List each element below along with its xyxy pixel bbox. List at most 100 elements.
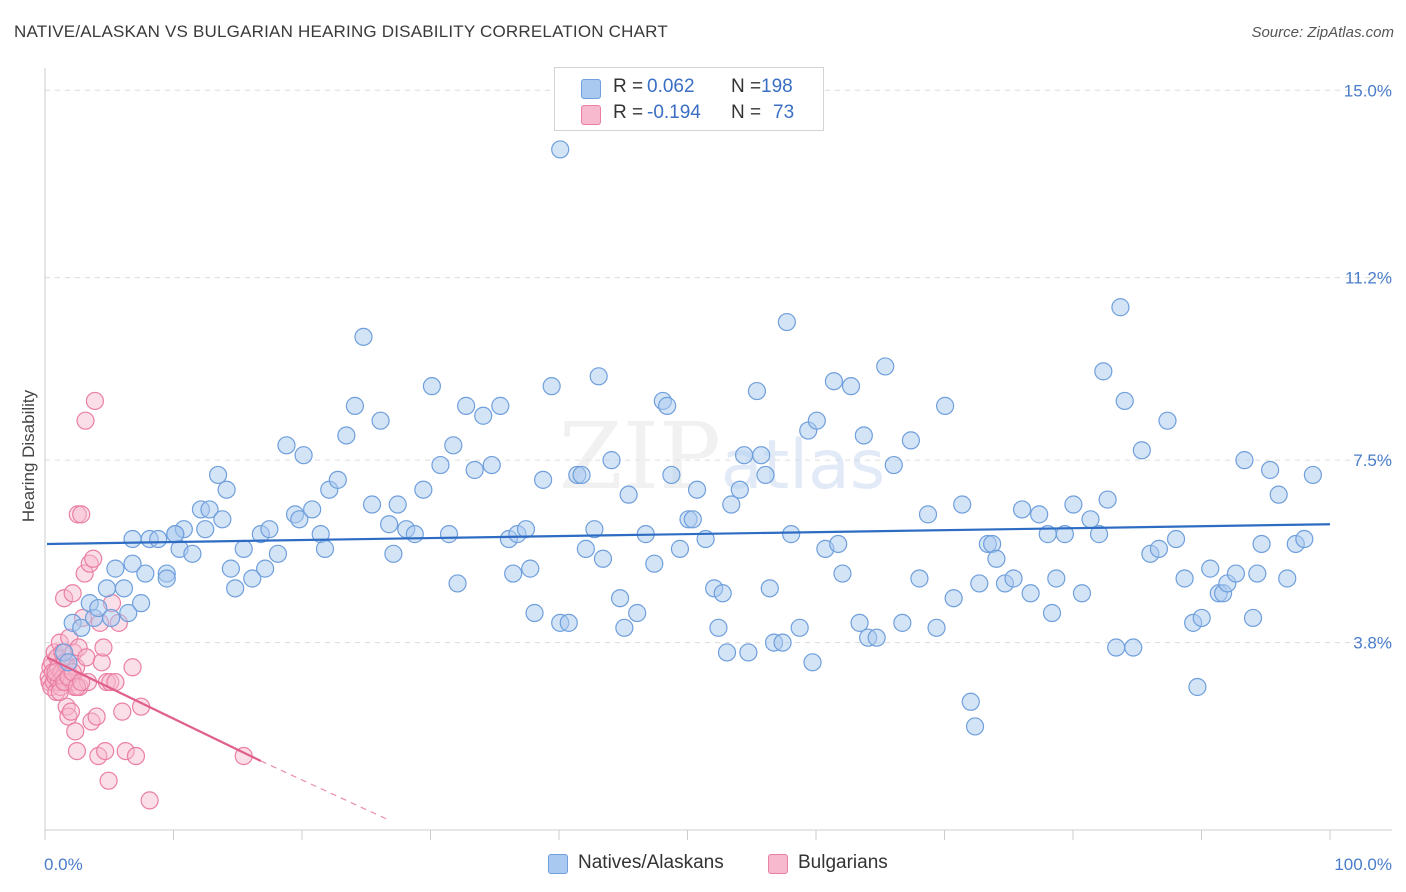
- bulgarian-point: [92, 653, 111, 672]
- native-point: [217, 480, 236, 499]
- native-point: [970, 574, 989, 593]
- native-point: [89, 598, 108, 618]
- natives-trend-line: [46, 523, 1331, 546]
- bulgarian-point: [55, 589, 74, 608]
- bulgarian-point: [85, 391, 104, 411]
- bottom-legend-swatch-natives: [548, 854, 568, 874]
- native-point: [157, 569, 176, 588]
- native-point: [260, 520, 279, 539]
- native-point: [824, 372, 844, 391]
- bulgarian-point: [63, 584, 82, 603]
- native-point: [884, 455, 903, 475]
- legend-r-value: 0.062: [647, 76, 695, 97]
- native-point: [1030, 505, 1049, 524]
- native-point: [1261, 460, 1280, 480]
- native-point: [662, 465, 681, 485]
- y-tick-label: 3.8%: [1353, 634, 1392, 653]
- native-point: [542, 377, 561, 396]
- native-point: [760, 579, 779, 598]
- bulgarian-point: [82, 712, 101, 731]
- native-point: [1295, 529, 1314, 549]
- native-point: [756, 465, 775, 485]
- native-point: [474, 406, 493, 425]
- native-point: [328, 470, 347, 489]
- native-point: [901, 431, 920, 450]
- native-point: [910, 569, 929, 588]
- native-point: [277, 436, 296, 455]
- native-point: [380, 515, 399, 534]
- legend-swatch-natives: [581, 79, 601, 99]
- native-point: [944, 589, 963, 608]
- native-point: [841, 377, 861, 396]
- native-point: [345, 396, 365, 415]
- bulgarian-point: [50, 682, 69, 702]
- native-point: [504, 564, 523, 583]
- native-point: [576, 539, 595, 558]
- native-point: [208, 465, 228, 485]
- bulgarians-trend-extension: [260, 760, 390, 821]
- native-point: [610, 589, 630, 608]
- bulgarian-point: [77, 648, 96, 667]
- native-point: [961, 692, 980, 711]
- y-tick-label: 15.0%: [1344, 81, 1392, 100]
- native-point: [1047, 569, 1066, 588]
- native-point: [444, 436, 463, 455]
- bulgarian-point: [59, 707, 78, 726]
- native-point: [1111, 298, 1130, 317]
- native-point: [722, 495, 741, 514]
- native-point: [1081, 510, 1100, 529]
- trend-lines: [46, 523, 1331, 821]
- native-point: [1021, 584, 1040, 603]
- native-point: [482, 455, 501, 475]
- native-point: [709, 618, 728, 637]
- native-point: [602, 451, 621, 470]
- native-point: [405, 525, 424, 544]
- bulgarian-point: [96, 741, 115, 761]
- native-point: [525, 603, 544, 623]
- native-point: [739, 643, 758, 662]
- native-point: [448, 574, 467, 593]
- bottom-legend-swatch-bulgarians: [768, 854, 788, 874]
- legend-n-value: 73: [773, 102, 795, 123]
- bulgarian-point: [66, 722, 85, 741]
- native-point: [773, 633, 792, 652]
- native-point: [658, 396, 677, 415]
- bulgarian-point: [72, 505, 91, 524]
- bulgarian-point: [140, 791, 159, 810]
- native-point: [337, 426, 356, 445]
- native-point: [589, 367, 608, 386]
- bulgarian-point: [84, 549, 103, 568]
- bulgarian-point: [61, 702, 81, 721]
- bulgarian-point: [113, 702, 132, 721]
- native-point: [439, 525, 459, 544]
- native-point: [1132, 441, 1151, 460]
- native-point: [1269, 485, 1288, 504]
- bulgarian-point: [87, 707, 106, 726]
- native-point: [730, 480, 749, 499]
- native-point: [713, 584, 732, 603]
- native-point: [1278, 569, 1297, 588]
- correlation-legend: R = 0.062 N = 198 R = -0.194 N = 73: [554, 67, 824, 131]
- y-tick-label: 7.5%: [1353, 451, 1392, 470]
- native-point: [803, 653, 822, 672]
- native-point: [221, 559, 240, 578]
- native-point: [431, 455, 450, 475]
- native-point: [1201, 559, 1220, 578]
- native-point: [1235, 451, 1254, 470]
- native-point: [833, 564, 852, 583]
- native-point: [752, 446, 771, 465]
- native-point: [1094, 362, 1113, 381]
- native-point: [615, 618, 634, 637]
- native-point: [683, 510, 702, 529]
- native-point: [414, 480, 433, 499]
- native-point: [354, 327, 373, 346]
- native-point: [72, 618, 91, 637]
- native-point: [371, 411, 390, 430]
- native-point: [1226, 564, 1246, 583]
- bulgarian-point: [99, 771, 118, 790]
- x-tick-min: 0.0%: [44, 855, 83, 874]
- native-point: [131, 594, 151, 613]
- native-point: [1192, 608, 1211, 628]
- native-point: [807, 411, 826, 430]
